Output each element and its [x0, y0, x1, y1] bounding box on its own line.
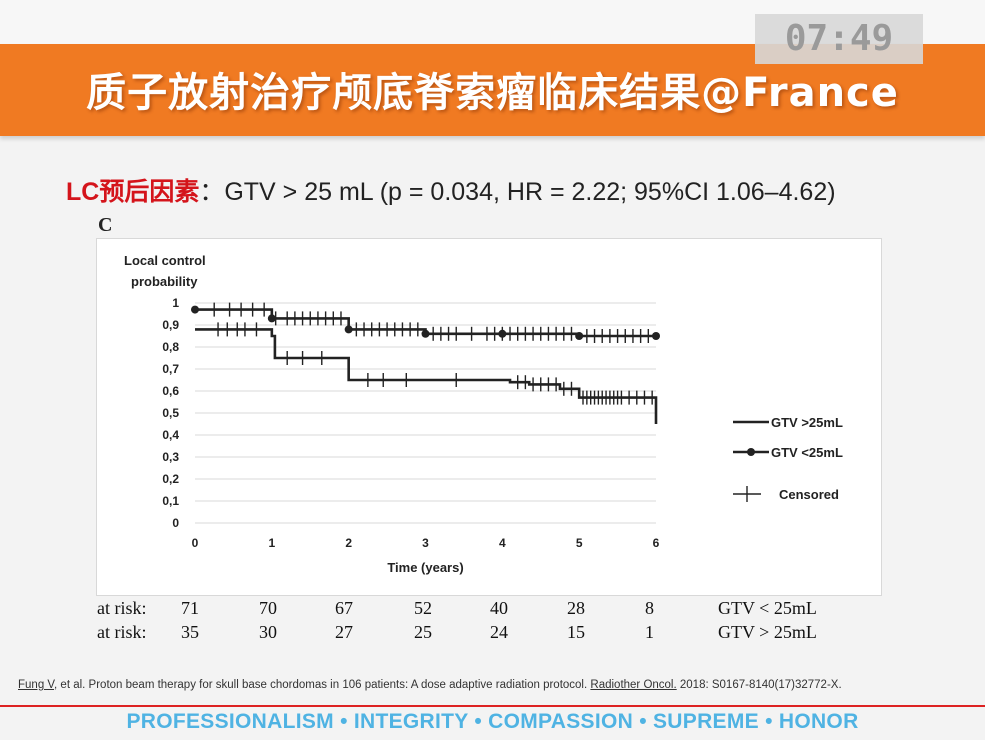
x-tick-label: 5	[576, 536, 583, 550]
y-tick-label: 0,5	[162, 406, 179, 420]
x-tick-label: 3	[422, 536, 429, 550]
y-tick-label: 1	[172, 296, 179, 310]
legend-label: GTV <25mL	[771, 445, 843, 460]
km-curve-dot	[344, 325, 353, 334]
prognostic-factor-text: ：GTV > 25 mL (p = 0.034, HR = 2.22; 95%C…	[199, 178, 836, 206]
at-risk-count: 67	[335, 598, 353, 618]
at-risk-count: 40	[490, 598, 508, 618]
y-tick-label: 0,3	[162, 450, 179, 464]
at-risk-count: 27	[335, 622, 353, 642]
prognostic-factor-line: LC预后因素：GTV > 25 mL (p = 0.034, HR = 2.22…	[66, 172, 836, 208]
y-tick-label: 0,4	[162, 428, 179, 442]
km-curve-dot	[575, 332, 584, 340]
y-axis-title: Local control	[124, 253, 206, 268]
x-tick-label: 0	[192, 536, 199, 550]
citation-text: , et al. Proton beam therapy for skull b…	[54, 679, 591, 691]
panel-letter: C	[98, 214, 113, 236]
at-risk-group: GTV < 25mL	[718, 598, 817, 618]
slide-title: 质子放射治疗颅底脊索瘤临床结果@France	[86, 70, 899, 116]
at-risk-count: 1	[645, 622, 654, 642]
x-tick-label: 2	[345, 536, 352, 550]
citation: Fung V, et al. Proton beam therapy for s…	[18, 679, 842, 691]
y-tick-label: 0,8	[162, 340, 179, 354]
km-curve-dot	[652, 332, 660, 340]
km-curve-line	[195, 328, 658, 424]
x-tick-label: 4	[499, 536, 506, 550]
y-tick-label: 0,7	[162, 362, 179, 376]
at-risk-count: 52	[414, 598, 432, 618]
at-risk-count: 24	[490, 622, 508, 642]
at-risk-count: 30	[259, 622, 277, 642]
y-tick-label: 0	[172, 516, 179, 530]
km-chart: 0 0,1 0,2 0,3 0,4 0,5 0,6 0,7 0,8 0,9 1 0 1 2 3 4 5 6 Loca…	[124, 253, 843, 575]
footer-slogan: PROFESSIONALISM • INTEGRITY • COMPASSION…	[126, 710, 859, 733]
at-risk-count: 28	[567, 598, 585, 618]
citation-author: Fung V	[18, 679, 55, 691]
km-curve-dot	[421, 329, 430, 338]
y-axis-title: probability	[131, 274, 198, 289]
km-curve-dot	[498, 329, 507, 338]
citation-text-2: 2018: S0167-8140(17)32772-X.	[676, 679, 842, 691]
footer-divider	[0, 705, 985, 707]
y-tick-label: 0,9	[162, 318, 179, 332]
x-tick-label: 1	[268, 536, 275, 550]
at-risk-group: GTV > 25mL	[718, 622, 817, 642]
at-risk-count: 25	[414, 622, 432, 642]
at-risk-count: 15	[567, 622, 585, 642]
legend-dot	[747, 448, 755, 456]
km-curve-dot	[267, 314, 276, 323]
at-risk-count: 35	[181, 622, 199, 642]
at-risk-label: at risk:	[97, 622, 147, 642]
km-curve-dot	[191, 305, 199, 314]
at-risk-label: at risk:	[97, 598, 147, 618]
x-axis-title: Time (years)	[387, 560, 463, 575]
y-tick-label: 0,6	[162, 384, 179, 398]
x-tick-label: 6	[653, 536, 660, 550]
at-risk-count: 71	[181, 598, 199, 618]
prognostic-factor-key: LC预后因素	[66, 178, 200, 206]
at-risk-count: 70	[259, 598, 277, 618]
timer-overlay: 07:49	[755, 14, 923, 64]
y-tick-label: 0,1	[162, 494, 179, 508]
chart-frame: 0 0,1 0,2 0,3 0,4 0,5 0,6 0,7 0,8 0,9 1 0 1 2 3 4 5 6 Loca…	[96, 238, 882, 596]
y-tick-label: 0,2	[162, 472, 179, 486]
at-risk-count: 8	[645, 598, 654, 618]
legend-label: Censored	[779, 487, 839, 502]
citation-journal: Radiother Oncol.	[590, 679, 677, 691]
legend-label: GTV >25mL	[771, 415, 843, 430]
